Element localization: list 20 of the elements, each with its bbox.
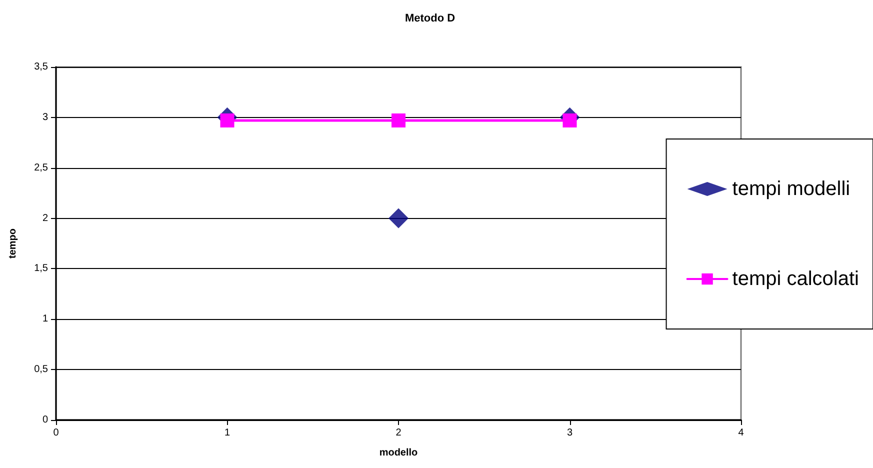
y-tick-label: 1 — [42, 314, 48, 325]
legend-label: tempi calcolati — [732, 268, 859, 290]
y-axis-title: tempo — [8, 228, 18, 258]
y-tick-label: 1,5 — [34, 263, 48, 274]
x-tick-label: 4 — [738, 428, 744, 438]
y-tick-label: 0 — [42, 414, 48, 426]
x-axis-title: modello — [379, 448, 418, 458]
y-tick-label: 3,5 — [34, 62, 48, 72]
y-tick-label: 3 — [42, 112, 48, 123]
y-tick-label: 2,5 — [34, 162, 48, 174]
point — [388, 208, 408, 228]
x-tick-label: 1 — [224, 428, 230, 438]
x-tick-label: 2 — [396, 428, 402, 438]
x-tick-label: 3 — [566, 428, 573, 438]
x-tick-label: 0 — [53, 428, 60, 438]
y-tick-label: 0,5 — [34, 364, 48, 376]
y-tick-label: 2 — [42, 212, 48, 224]
legend-label: tempi modelli — [732, 178, 850, 200]
chart-title: Metodo D — [404, 12, 456, 24]
point — [392, 113, 406, 128]
